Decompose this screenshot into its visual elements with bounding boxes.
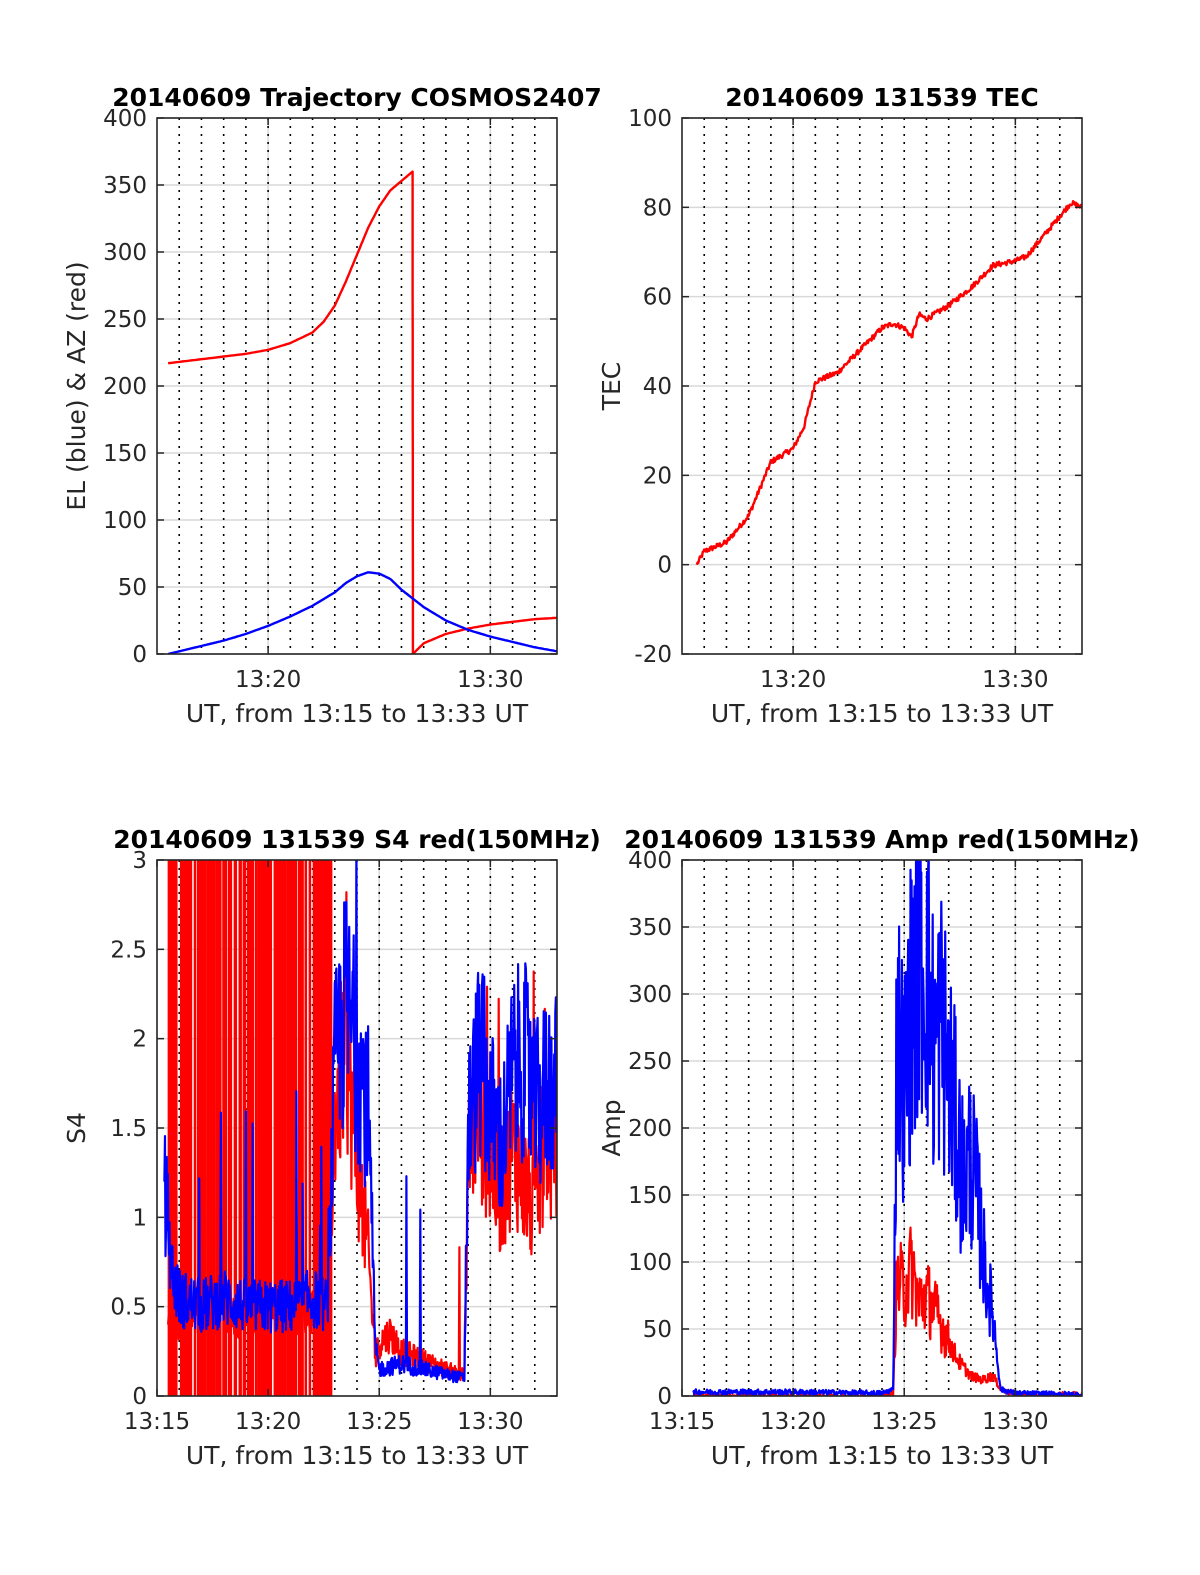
x-tick-label: 13:20: [760, 667, 826, 693]
y-axis-label: EL (blue) & AZ (red): [62, 261, 91, 510]
ticks: 0 0.5 1 1.5 2 2.5 3 13:15 13:20 13:25 13:30: [110, 848, 557, 1435]
y-tick-label: 20: [643, 463, 672, 489]
y-tick-label: 100: [628, 106, 672, 132]
y-tick-label: 100: [103, 508, 147, 534]
chart-tec: -20 0 20 40 60 80 100 13:20 13:30 20140609 131539…: [597, 83, 1083, 728]
y-tick-label: 0: [132, 1384, 147, 1410]
ticks: 0 50 100 150 200 250 300 350 400 13:20 13:30: [103, 106, 557, 693]
chart-amp: 0 50 100 150 200 250 300 350 400 13:15 13:20 13:25 1…: [597, 825, 1140, 1470]
chart-title: 20140609 Trajectory COSMOS2407: [112, 83, 602, 112]
y-tick-label: 0.5: [110, 1295, 147, 1321]
y-tick-label: 350: [628, 915, 672, 941]
x-axis-label: UT, from 13:15 to 13:33 UT: [186, 699, 529, 728]
series-group: [163, 860, 557, 1396]
series-blue-line: [167, 571, 557, 654]
chart-title: 20140609 131539 S4 red(150MHz): [113, 825, 601, 854]
series-red-points: [168, 171, 557, 654]
y-tick-label: 300: [628, 982, 672, 1008]
y-tick-label: 150: [628, 1183, 672, 1209]
chart-title: 20140609 131539 Amp red(150MHz): [624, 825, 1140, 854]
x-tick-label: 13:30: [457, 1409, 523, 1435]
y-tick-label: 2: [132, 1027, 147, 1053]
chart-trajectory: 0 50 100 150 200 250 300 350 400 13:20 13:30 201406…: [62, 83, 602, 728]
chart-s4: 0 0.5 1 1.5 2 2.5 3 13:15 13:20 13:25 13:30 2014060…: [62, 825, 601, 1470]
ticks: -20 0 20 40 60 80 100 13:20 13:30: [628, 106, 1082, 693]
y-tick-label: 0: [657, 553, 672, 579]
y-tick-label: -20: [634, 642, 672, 668]
y-tick-label: 2.5: [110, 937, 147, 963]
x-tick-label: 13:30: [457, 667, 523, 693]
y-tick-label: 80: [643, 195, 672, 221]
y-tick-label: 350: [103, 173, 147, 199]
x-tick-label: 13:15: [124, 1409, 190, 1435]
y-tick-label: 200: [628, 1116, 672, 1142]
x-axis-label: UT, from 13:15 to 13:33 UT: [711, 1441, 1054, 1470]
x-tick-label: 13:25: [871, 1409, 937, 1435]
y-tick-label: 0: [657, 1384, 672, 1410]
x-tick-label: 13:20: [760, 1409, 826, 1435]
x-tick-label: 13:15: [649, 1409, 715, 1435]
y-tick-label: 40: [643, 374, 672, 400]
series-red-line: [695, 200, 1082, 566]
series-group: [695, 200, 1082, 566]
y-axis-label: S4: [62, 1112, 91, 1144]
series-red-points: [696, 202, 1082, 565]
y-tick-label: 50: [643, 1317, 672, 1343]
chart-title: 20140609 131539 TEC: [725, 83, 1038, 112]
y-tick-label: 3: [132, 848, 147, 874]
y-tick-label: 400: [628, 848, 672, 874]
x-axis-label: UT, from 13:15 to 13:33 UT: [186, 1441, 529, 1470]
x-tick-label: 13:20: [235, 1409, 301, 1435]
y-axis-label: Amp: [597, 1099, 626, 1156]
y-tick-label: 1.5: [110, 1116, 147, 1142]
y-tick-label: 50: [118, 575, 147, 601]
y-tick-label: 150: [103, 441, 147, 467]
x-axis-label: UT, from 13:15 to 13:33 UT: [711, 699, 1054, 728]
y-tick-label: 0: [132, 642, 147, 668]
x-tick-label: 13:25: [346, 1409, 412, 1435]
y-tick-label: 200: [103, 374, 147, 400]
x-tick-label: 13:30: [982, 667, 1048, 693]
series-blue-line: [692, 860, 1082, 1396]
y-tick-label: 250: [103, 307, 147, 333]
y-tick-label: 400: [103, 106, 147, 132]
x-tick-label: 13:20: [235, 667, 301, 693]
series-group: [167, 170, 557, 654]
y-tick-label: 60: [643, 285, 672, 311]
ticks: 0 50 100 150 200 250 300 350 400 13:15 13:20 13:25 1…: [628, 848, 1082, 1435]
x-tick-label: 13:30: [982, 1409, 1048, 1435]
y-tick-label: 100: [628, 1250, 672, 1276]
y-tick-label: 300: [103, 240, 147, 266]
y-tick-label: 1: [132, 1205, 147, 1231]
y-axis-label: TEC: [597, 362, 626, 412]
series-blue-line: [163, 860, 557, 1384]
y-tick-label: 250: [628, 1049, 672, 1075]
